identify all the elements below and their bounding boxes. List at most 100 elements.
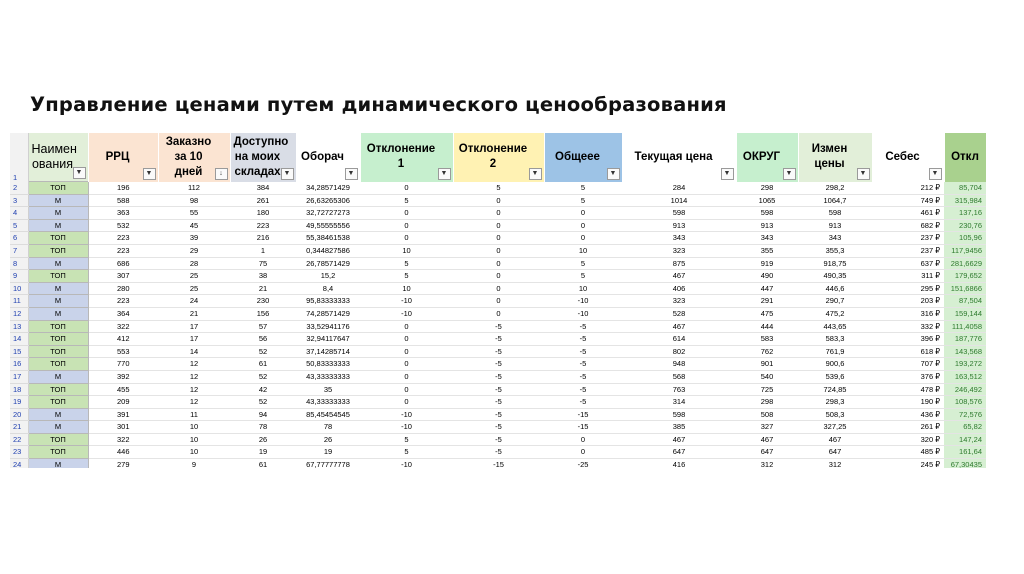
available-cell[interactable]: 94 [230,408,296,422]
ordered-cell[interactable]: 29 [158,244,230,258]
table-row[interactable]: 6 ТОП 223 39 216 55,38461538 0 0 0 343 343 343 237 ₽… [10,231,986,245]
rrc-cell[interactable]: 307 [88,269,158,283]
ordered-cell[interactable]: 17 [158,320,230,334]
deviation-1-cell[interactable]: 0 [360,357,453,371]
rounded-cell[interactable]: 1065 [736,194,798,208]
total-cell[interactable]: -5 [544,332,622,346]
product-type-cell[interactable]: ТОП [27,395,89,409]
deviation-2-cell[interactable]: 0 [453,269,544,283]
product-type-cell[interactable]: М [27,369,89,384]
table-row[interactable]: 15 ТОП 553 14 52 37,14285714 0 -5 -5 802 762 761,9 6… [10,344,986,359]
table-row[interactable]: 12 М 364 21 156 74,28571429 -10 0 -10 528 475 475,2… [10,306,986,321]
rounded-cell[interactable]: 355 [736,244,798,258]
current-price-cell[interactable]: 647 [622,445,736,460]
table-row[interactable]: 2 ТОП 196 112 384 34,28571429 0 5 5 284 298 298,2 21… [10,181,986,195]
deviation-2-cell[interactable]: 0 [453,231,544,245]
total-cell[interactable]: 5 [544,194,622,208]
current-price-cell[interactable]: 568 [622,370,736,384]
cost-cell[interactable]: 311 ₽ [872,269,944,283]
column-header-deviation-2[interactable]: Отклонение 2 ▼ [453,133,545,182]
turnover-cell[interactable]: 55,38461538 [296,231,360,245]
total-cell[interactable]: 0 [544,219,622,233]
margin-cell[interactable]: 246,492 [944,383,986,397]
deviation-1-cell[interactable]: 0 [360,219,453,233]
margin-cell[interactable]: 187,776 [944,332,986,346]
rounded-cell[interactable]: 919 [736,257,798,271]
column-header-rrc[interactable]: РРЦ ▼ [88,133,159,182]
price-change-cell[interactable]: 918,75 [798,257,872,271]
deviation-1-cell[interactable]: 10 [360,282,453,296]
product-type-cell[interactable]: М [27,306,89,321]
table-row[interactable]: 17 М 392 12 52 43,33333333 0 -5 -5 568 540 539,6 376… [10,369,986,384]
total-cell[interactable]: -10 [544,307,622,321]
rounded-cell[interactable]: 444 [736,320,798,334]
deviation-1-cell[interactable]: -10 [360,294,453,308]
price-change-cell[interactable]: 583,3 [798,332,872,346]
price-change-cell[interactable]: 298,3 [798,395,872,409]
current-price-cell[interactable]: 614 [622,332,736,346]
current-price-cell[interactable]: 763 [622,383,736,397]
margin-cell[interactable]: 147,24 [944,433,986,447]
total-cell[interactable]: 0 [544,231,622,245]
rounded-cell[interactable]: 762 [736,345,798,359]
product-type-cell[interactable]: М [27,193,89,208]
available-cell[interactable]: 230 [230,294,296,308]
rounded-cell[interactable]: 647 [736,445,798,460]
turnover-cell[interactable]: 32,72727273 [296,206,360,220]
deviation-1-cell[interactable]: 0 [360,231,453,245]
deviation-2-cell[interactable]: -5 [453,320,544,334]
total-cell[interactable]: 10 [544,282,622,296]
table-row[interactable]: 20 М 391 11 94 85,45454545 -10 -5 -15 598 508 508,3… [10,407,986,422]
price-change-cell[interactable]: 647 [798,445,872,460]
turnover-cell[interactable]: 43,33333333 [296,370,360,384]
total-cell[interactable]: 0 [544,445,622,460]
total-cell[interactable]: 0 [544,206,622,220]
available-cell[interactable]: 261 [230,194,296,208]
current-price-cell[interactable]: 406 [622,282,736,296]
price-change-cell[interactable]: 1064,7 [798,194,872,208]
margin-cell[interactable]: 179,652 [944,269,986,283]
table-row[interactable]: 22 ТОП 322 10 26 26 5 -5 0 467 467 467 320 ₽147,24 [10,432,986,447]
table-row[interactable]: 18 ТОП 455 12 42 35 0 -5 -5 763 725 724,85 478 ₽246,… [10,382,986,397]
turnover-cell[interactable]: 19 [296,445,360,460]
total-cell[interactable]: -5 [544,357,622,371]
table-row[interactable]: 19 ТОП 209 12 52 43,33333333 0 -5 -5 314 298 298,3 1… [10,395,986,409]
cost-cell[interactable]: 237 ₽ [872,231,944,245]
available-cell[interactable]: 21 [230,282,296,296]
turnover-cell[interactable]: 0,344827586 [296,244,360,258]
rounded-cell[interactable]: 583 [736,332,798,346]
deviation-2-cell[interactable]: -5 [453,383,544,397]
cost-cell[interactable]: 637 ₽ [872,257,944,271]
margin-cell[interactable]: 163,512 [944,370,986,384]
price-change-cell[interactable]: 900,6 [798,357,872,371]
deviation-2-cell[interactable]: 0 [453,219,544,233]
cost-cell[interactable]: 295 ₽ [872,282,944,296]
total-cell[interactable]: 0 [544,433,622,447]
deviation-1-cell[interactable]: 5 [360,445,453,460]
margin-cell[interactable]: 105,96 [944,231,986,245]
price-change-cell[interactable]: 724,85 [798,383,872,397]
cost-cell[interactable]: 396 ₽ [872,332,944,346]
deviation-2-cell[interactable]: -5 [453,357,544,371]
available-cell[interactable]: 56 [230,332,296,346]
column-header-current-price[interactable]: Текущая цена ▼ [622,133,737,182]
current-price-cell[interactable]: 284 [622,181,736,195]
total-cell[interactable]: 5 [544,181,622,195]
current-price-cell[interactable]: 528 [622,307,736,321]
rounded-cell[interactable]: 508 [736,408,798,422]
margin-cell[interactable]: 281,6629 [944,257,986,271]
cost-cell[interactable]: 212 ₽ [872,181,944,195]
available-cell[interactable]: 180 [230,206,296,220]
ordered-cell[interactable]: 10 [158,445,230,460]
cost-cell[interactable]: 316 ₽ [872,307,944,321]
turnover-cell[interactable]: 78 [296,420,360,434]
deviation-2-cell[interactable]: 0 [453,282,544,296]
current-price-cell[interactable]: 323 [622,244,736,258]
current-price-cell[interactable]: 416 [622,458,736,468]
margin-cell[interactable]: 65,82 [944,420,986,434]
rounded-cell[interactable]: 312 [736,458,798,468]
rrc-cell[interactable]: 364 [88,307,158,321]
current-price-cell[interactable]: 467 [622,433,736,447]
deviation-2-cell[interactable]: -5 [453,345,544,359]
cost-cell[interactable]: 237 ₽ [872,244,944,258]
